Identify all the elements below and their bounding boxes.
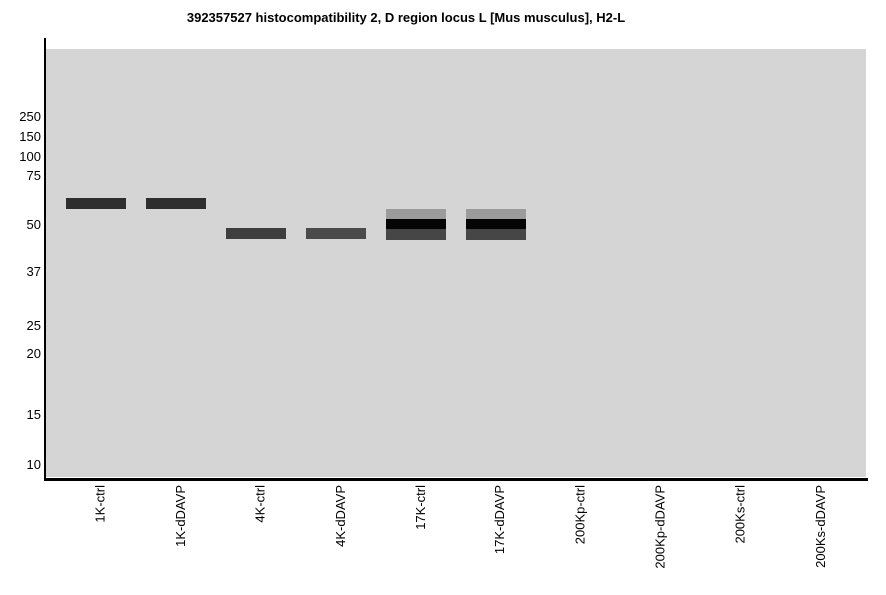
gel-band xyxy=(66,198,126,209)
x-axis-line xyxy=(44,478,868,481)
y-axis-line xyxy=(44,38,46,481)
x-lane-label: 17K-ctrl xyxy=(412,485,428,530)
y-tick-label: 25 xyxy=(26,318,41,333)
x-lane-label: 200Ks-ctrl xyxy=(732,485,748,544)
chart-title: 392357527 histocompatibility 2, D region… xyxy=(186,10,626,25)
gel-band xyxy=(386,229,446,240)
gel-band xyxy=(386,219,446,229)
y-tick-label: 75 xyxy=(26,168,41,183)
x-lane-label: 4K-dDAVP xyxy=(332,485,348,547)
y-tick-label: 250 xyxy=(19,109,41,124)
y-tick-label: 50 xyxy=(26,217,41,232)
gel-band xyxy=(146,198,206,209)
y-tick-label: 15 xyxy=(26,407,41,422)
x-lane-label: 4K-ctrl xyxy=(252,485,268,523)
x-lane-label: 200Kp-ctrl xyxy=(572,485,588,545)
gel-band xyxy=(466,229,526,240)
x-lane-label: 1K-dDAVP xyxy=(172,485,188,547)
x-lane-label: 200Kp-dDAVP xyxy=(652,485,668,569)
plot-area xyxy=(46,49,866,477)
gel-band xyxy=(226,228,286,239)
gel-band xyxy=(386,209,446,219)
y-tick-label: 20 xyxy=(26,346,41,361)
x-lane-label: 1K-ctrl xyxy=(92,485,108,523)
y-tick-label: 10 xyxy=(26,457,41,472)
y-tick-label: 100 xyxy=(19,149,41,164)
gel-band xyxy=(466,219,526,229)
x-lane-label: 17K-dDAVP xyxy=(492,485,508,555)
gel-band xyxy=(306,228,366,239)
x-lane-label: 200Ks-dDAVP xyxy=(812,485,828,568)
y-tick-label: 37 xyxy=(26,264,41,279)
y-tick-label: 150 xyxy=(19,129,41,144)
gel-band xyxy=(466,209,526,219)
